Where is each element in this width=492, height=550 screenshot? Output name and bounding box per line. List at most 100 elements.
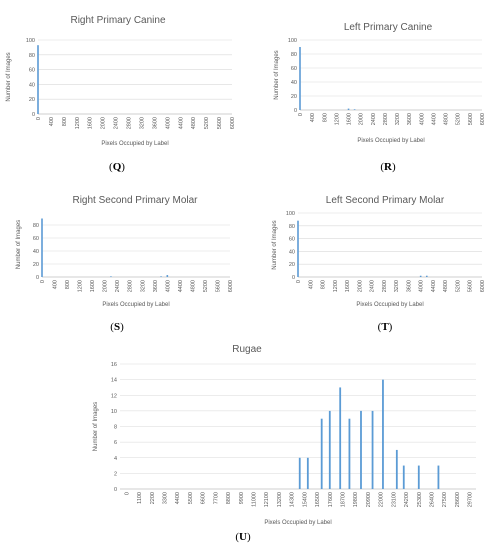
bar [37,45,39,114]
x-tick-label: 2000 [359,113,365,125]
x-tick-label: 6000 [480,280,486,292]
x-tick-label: 3200 [139,117,145,129]
chart-title: Left Primary Canine [344,22,433,33]
x-tick-label: 3200 [395,113,401,125]
x-tick-label: 6000 [228,280,234,292]
x-tick-label: 29700 [468,492,474,507]
x-tick-label: 1600 [347,113,353,125]
x-tick-label: 3200 [140,280,146,292]
chart-t: Left Second Primary Molar 0 20 40 60 80 100 0 40… [272,195,486,333]
x-tick-label: 2000 [357,280,363,292]
x-tick-label: 13200 [277,492,283,507]
bar [328,410,331,489]
y-tick-label: 60 [29,68,35,74]
y-tick-label: 8 [114,425,117,431]
bar [110,276,112,277]
y-tick-label: 12 [111,393,117,399]
y-tick-label: 6 [114,440,117,446]
bar [353,109,356,110]
x-tick-label: 4800 [190,280,196,292]
x-tick-label: 5500 [188,492,194,504]
bar [419,275,422,277]
y-tick-label: 60 [33,236,39,242]
chart-title: Right Second Primary Molar [72,195,198,206]
x-tick-label: 5600 [215,280,221,292]
x-tick-label: 3600 [152,117,158,129]
bar [160,276,162,277]
x-tick-label: 5600 [468,113,474,125]
y-axis-label: Number of Images [93,402,99,451]
y-tick-label: 60 [291,66,297,72]
y-tick-label: 80 [291,52,297,58]
y-tick-label: 60 [289,237,295,243]
y-tick-label: 4 [114,456,117,462]
bar [402,465,405,489]
x-tick-label: 400 [308,280,314,289]
chart-title: Right Primary Canine [70,15,165,26]
x-tick-label: 26400 [430,492,436,507]
y-tick-label: 20 [33,262,39,268]
y-tick-label: 20 [29,97,35,103]
bar [348,418,351,489]
x-tick-label: 5600 [217,117,223,129]
x-tick-label: 1200 [333,280,339,292]
x-tick-label: 2800 [382,280,388,292]
panel-caption: (U) [235,531,251,543]
x-tick-label: 4400 [178,280,184,292]
x-tick-label: 8800 [226,492,232,504]
x-axis-label: Pixels Occupied by Label [102,302,169,308]
bar [371,410,374,489]
x-tick-label: 5200 [456,113,462,125]
bar [298,457,301,489]
y-tick-label: 40 [29,82,35,88]
bar [339,387,342,489]
x-tick-label: 4000 [165,117,171,129]
x-tick-label: 4800 [444,113,450,125]
y-tick-label: 100 [288,38,297,44]
y-tick-label: 40 [289,249,295,255]
y-tick-label: 40 [33,249,39,255]
x-tick-label: 1100 [137,492,143,504]
panel-caption: (R) [380,161,396,173]
x-tick-label: 0 [36,117,42,120]
x-tick-label: 1200 [334,113,340,125]
bar [360,410,362,489]
x-tick-label: 2400 [371,113,377,125]
x-tick-label: 400 [310,113,316,122]
x-tick-label: 17600 [328,492,334,507]
x-tick-label: 3600 [406,280,412,292]
panel-caption: (T) [378,321,393,333]
x-tick-label: 23100 [391,492,397,507]
y-tick-label: 20 [291,94,297,100]
y-tick-label: 20 [289,262,295,268]
x-tick-label: 1200 [78,280,84,292]
x-tick-label: 28600 [455,492,461,507]
y-tick-label: 80 [33,223,39,229]
x-tick-label: 6000 [480,113,486,125]
bar [297,220,299,277]
x-tick-label: 5200 [204,117,210,129]
x-tick-label: 2000 [103,280,109,292]
x-tick-label: 15400 [302,492,308,507]
bar [382,379,384,489]
x-tick-label: 6000 [230,117,236,129]
x-tick-label: 3600 [153,280,159,292]
y-axis-label: Number of Images [272,220,278,269]
x-tick-label: 7700 [213,492,219,504]
x-axis-label: Pixels Occupied by Label [356,302,423,308]
x-tick-label: 11000 [252,492,258,507]
x-tick-label: 4400 [431,280,437,292]
x-tick-label: 4400 [178,117,184,129]
x-tick-label: 19800 [353,492,359,507]
y-tick-label: 2 [114,471,117,477]
chart-r: Left Primary Canine 0 20 40 60 80 100 0 400 800 12… [274,22,486,173]
chart-q: Right Primary Canine 0 20 40 60 80 100 0 400 800 1… [6,15,236,173]
x-tick-label: 3600 [407,113,413,125]
x-tick-label: 3200 [394,280,400,292]
y-tick-label: 80 [29,53,35,59]
bar [417,465,420,489]
bar [299,47,301,110]
y-tick-label: 14 [111,378,117,384]
